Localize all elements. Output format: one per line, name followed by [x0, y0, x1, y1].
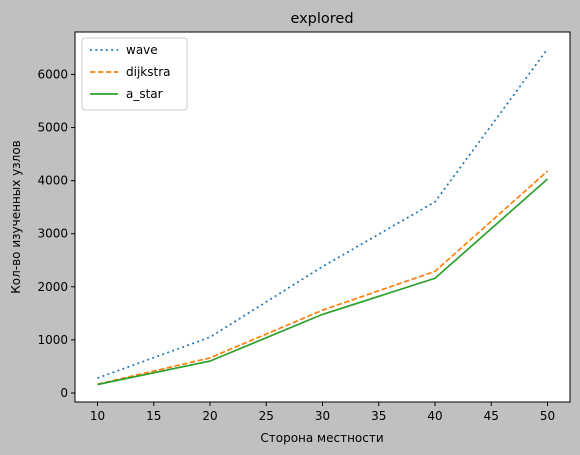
legend-label: wave: [126, 43, 158, 57]
x-tick-label: 35: [371, 409, 386, 423]
x-tick-label: 15: [146, 409, 161, 423]
x-tick-label: 50: [540, 409, 555, 423]
y-tick-label: 4000: [37, 174, 68, 188]
y-tick-label: 3000: [37, 227, 68, 241]
y-tick-label: 2000: [37, 280, 68, 294]
y-tick-label: 5000: [37, 121, 68, 135]
y-tick-label: 6000: [37, 67, 68, 81]
legend: wave dijkstra a_star: [82, 38, 187, 110]
x-axis-label: Сторона местности: [260, 431, 383, 445]
legend-label: a_star: [126, 87, 163, 101]
x-tick-label: 25: [259, 409, 274, 423]
legend-label: dijkstra: [126, 65, 170, 79]
chart-title: explored: [290, 11, 353, 27]
y-tick-label: 0: [60, 386, 68, 400]
x-tick-label: 45: [484, 409, 499, 423]
y-axis-label: Кол-во изученных узлов: [9, 140, 23, 294]
x-tick-label: 10: [90, 409, 105, 423]
x-tick-label: 20: [202, 409, 217, 423]
x-tick-label: 40: [427, 409, 442, 423]
x-tick-label: 30: [315, 409, 330, 423]
y-tick-label: 1000: [37, 333, 68, 347]
